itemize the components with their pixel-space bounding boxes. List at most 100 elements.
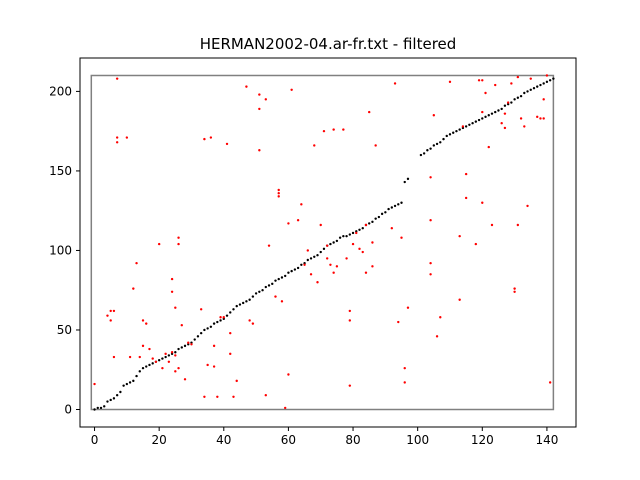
data-point xyxy=(122,384,125,387)
data-point xyxy=(439,141,442,144)
data-point xyxy=(212,344,216,348)
data-point xyxy=(196,335,200,338)
data-point xyxy=(187,341,190,344)
data-point xyxy=(432,114,436,117)
data-point xyxy=(342,128,345,131)
data-point xyxy=(241,301,245,305)
data-point xyxy=(167,354,171,357)
data-point xyxy=(325,244,329,247)
data-point xyxy=(177,242,180,246)
data-point xyxy=(138,355,141,359)
data-point xyxy=(258,149,261,152)
data-point xyxy=(503,126,507,130)
data-point xyxy=(474,242,478,246)
data-point xyxy=(338,236,342,239)
data-point xyxy=(490,112,494,115)
data-point xyxy=(322,247,326,251)
data-point xyxy=(545,80,549,84)
data-point xyxy=(177,366,180,370)
data-point xyxy=(377,215,381,219)
data-point xyxy=(119,390,122,394)
data-point xyxy=(325,257,329,260)
data-point xyxy=(174,370,177,373)
data-point xyxy=(216,320,219,324)
data-point xyxy=(115,136,119,139)
data-point xyxy=(199,308,203,311)
data-point xyxy=(374,217,377,220)
data-point xyxy=(403,366,406,370)
data-point xyxy=(393,82,397,85)
data-point xyxy=(219,316,222,319)
data-point xyxy=(212,322,216,325)
data-point xyxy=(481,117,484,120)
data-point xyxy=(481,110,484,114)
data-point xyxy=(403,180,406,184)
data-point xyxy=(128,355,132,359)
data-point xyxy=(106,314,109,317)
data-point xyxy=(448,133,452,136)
data-point xyxy=(132,287,135,290)
data-point xyxy=(516,223,520,227)
data-point xyxy=(332,271,335,274)
data-point xyxy=(461,125,465,128)
data-point xyxy=(306,258,309,262)
data-point xyxy=(277,191,280,195)
x-tick-label: 140 xyxy=(535,433,558,447)
data-point xyxy=(548,381,552,384)
data-point xyxy=(536,85,539,88)
data-point xyxy=(109,309,112,313)
data-point xyxy=(400,201,403,204)
data-point xyxy=(477,79,481,82)
data-point xyxy=(500,107,503,111)
data-point xyxy=(309,257,313,260)
data-point xyxy=(264,393,267,397)
data-point xyxy=(203,395,206,398)
data-point xyxy=(115,393,119,397)
data-point xyxy=(484,115,487,119)
data-point xyxy=(248,298,251,301)
data-point xyxy=(174,351,177,354)
data-point xyxy=(355,231,358,235)
data-point xyxy=(164,352,167,356)
data-point xyxy=(419,153,423,157)
data-point xyxy=(500,122,503,125)
candidate-series xyxy=(93,74,552,410)
data-point xyxy=(151,357,154,360)
data-point xyxy=(274,279,277,282)
data-point xyxy=(277,277,280,281)
data-point xyxy=(448,80,452,84)
data-point xyxy=(141,319,145,322)
data-point xyxy=(329,263,332,266)
data-point xyxy=(380,212,384,216)
data-point xyxy=(132,379,135,383)
x-tick-label: 0 xyxy=(91,433,99,447)
data-point xyxy=(368,222,371,225)
data-point xyxy=(526,204,529,208)
data-point xyxy=(484,91,487,95)
data-point xyxy=(161,357,164,360)
data-point xyxy=(229,331,232,335)
data-point xyxy=(254,292,258,295)
data-point xyxy=(332,128,335,131)
data-point xyxy=(348,384,352,387)
data-point xyxy=(280,300,284,303)
data-point xyxy=(513,287,516,290)
data-point xyxy=(112,355,116,359)
data-point xyxy=(536,115,539,119)
data-point xyxy=(474,120,478,123)
data-point xyxy=(258,290,261,294)
data-point xyxy=(161,366,164,370)
data-point xyxy=(306,249,309,252)
data-point xyxy=(529,77,532,80)
data-point xyxy=(516,96,520,99)
x-tick-label: 80 xyxy=(345,433,360,447)
data-point xyxy=(429,219,432,222)
data-point xyxy=(316,254,319,257)
data-point xyxy=(264,98,267,101)
data-point xyxy=(229,311,232,314)
data-point xyxy=(384,211,387,214)
data-point xyxy=(164,355,167,359)
data-point xyxy=(426,149,429,152)
data-point xyxy=(290,269,293,273)
